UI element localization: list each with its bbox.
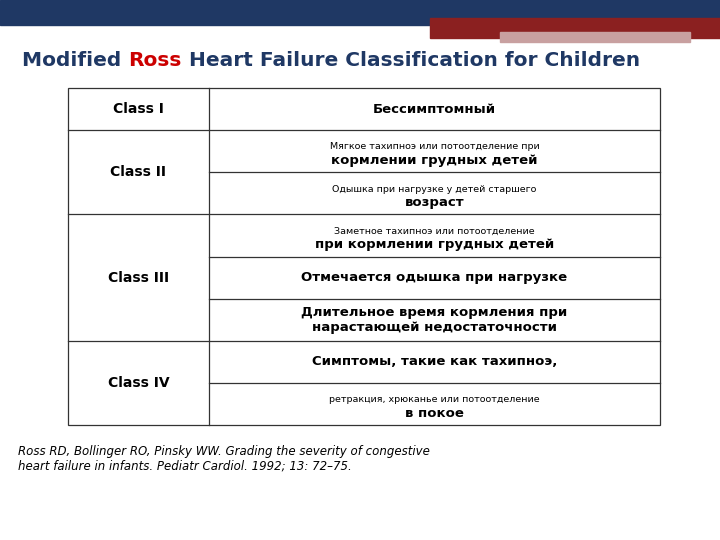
Text: ретракция, хрюканье или потоотделение: ретракция, хрюканье или потоотделение: [329, 395, 540, 404]
Text: возраст: возраст: [405, 196, 464, 209]
Bar: [68, 88, 660, 425]
Text: Отмечается одышка при нагрузке: Отмечается одышка при нагрузке: [302, 271, 567, 284]
Text: при кормлении грудных детей: при кормлении грудных детей: [315, 238, 554, 251]
Text: в покое: в покое: [405, 407, 464, 420]
Text: Ross RD, Bollinger RO, Pinsky WW. Grading the severity of congestive
heart failu: Ross RD, Bollinger RO, Pinsky WW. Gradin…: [18, 445, 430, 473]
Text: Симптомы, такие как тахипноэ,: Симптомы, такие как тахипноэ,: [312, 355, 557, 368]
Text: Ross: Ross: [128, 51, 181, 70]
Text: Одышка при нагрузке у детей старшего: Одышка при нагрузке у детей старшего: [332, 185, 536, 194]
Text: Class I: Class I: [113, 102, 164, 116]
Text: Heart Failure Classification for Children: Heart Failure Classification for Childre…: [181, 51, 640, 70]
Text: Modified: Modified: [22, 51, 128, 70]
Bar: [0, 0, 720, 25]
Text: Class III: Class III: [108, 271, 169, 285]
Text: Мягкое тахипноэ или потоотделение при: Мягкое тахипноэ или потоотделение при: [330, 143, 539, 152]
Text: Длительное время кормления при
нарастающей недостаточности: Длительное время кормления при нарастающ…: [302, 306, 567, 334]
Text: Class IV: Class IV: [107, 376, 169, 390]
Text: Бессимптомный: Бессимптомный: [373, 103, 496, 116]
Text: кормлении грудных детей: кормлении грудных детей: [331, 154, 538, 167]
Bar: [430, 18, 720, 38]
Text: Class II: Class II: [110, 165, 166, 179]
Bar: [500, 32, 690, 42]
Text: Заметное тахипноэ или потоотделение: Заметное тахипноэ или потоотделение: [334, 227, 535, 236]
